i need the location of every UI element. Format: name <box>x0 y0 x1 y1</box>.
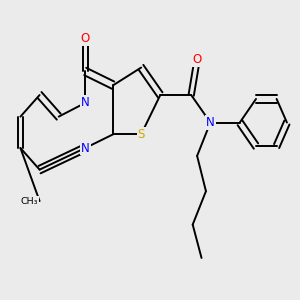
Text: N: N <box>81 142 90 154</box>
Text: N: N <box>81 96 90 110</box>
Text: O: O <box>193 53 202 66</box>
Text: O: O <box>81 32 90 45</box>
Text: CH₃: CH₃ <box>21 196 38 206</box>
Text: N: N <box>206 116 215 129</box>
Text: S: S <box>137 128 145 141</box>
